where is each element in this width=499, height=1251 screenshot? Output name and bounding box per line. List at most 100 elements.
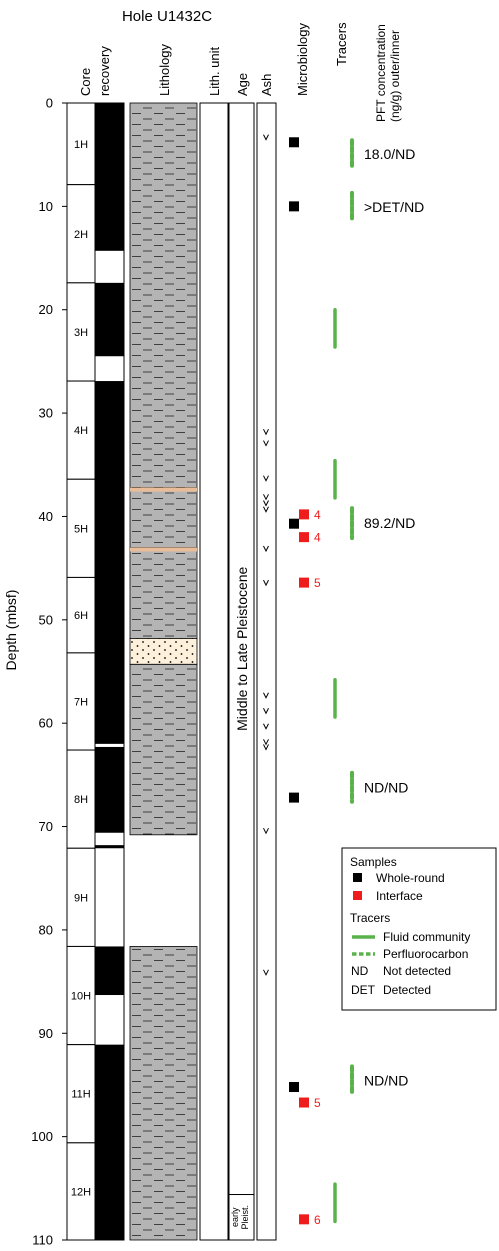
- core-label: 7H: [74, 696, 88, 708]
- ash-column: [256, 102, 277, 1241]
- core-label: 6H: [74, 610, 88, 622]
- recovery-interval: [95, 282, 124, 357]
- recovery-interval: [95, 845, 124, 849]
- age-interval: [228, 1194, 255, 1241]
- interface-sample: [299, 1214, 309, 1225]
- interface-sample: [299, 532, 309, 543]
- core-header: Core: [78, 68, 93, 96]
- recovery-column: [94, 102, 125, 1241]
- pft-concentration-label: 89.2/ND: [364, 515, 415, 531]
- microbiology-column: 4 4 5 5 6: [289, 137, 321, 1227]
- core-label: 9H: [74, 892, 88, 904]
- ash-mark: [263, 739, 269, 746]
- interface-sample-label: 5: [314, 576, 321, 590]
- ash-mark: [263, 723, 269, 730]
- core-box: [66, 652, 96, 751]
- ash-mark: [263, 579, 269, 587]
- interface-sample-label: 5: [314, 1096, 321, 1110]
- legend-nd-abbr: ND: [351, 964, 369, 978]
- depth-tick-label: 110: [32, 1233, 53, 1248]
- interface-sample: [299, 577, 309, 588]
- whole-round-sample: [289, 792, 299, 803]
- recovery-interval: [95, 746, 124, 833]
- depth-tick-label: 80: [39, 922, 53, 937]
- core-column: 1H 2H 3H 4H 5H 6H 7H 8H 9H 10H 11H 12H: [66, 102, 96, 1241]
- legend-whole-round-swatch: [353, 873, 362, 882]
- pft-concentration-label: ND/ND: [364, 779, 408, 795]
- depth-tick-label: 20: [39, 302, 53, 317]
- ash-mark: [263, 708, 269, 715]
- interface-sample-label: 4: [314, 531, 321, 545]
- depth-tick-label: 30: [39, 406, 53, 421]
- core-label: 11H: [71, 1089, 90, 1101]
- age-header: Age: [235, 73, 250, 96]
- legend-det-label: Detected: [383, 983, 431, 997]
- ash-mark: [263, 134, 269, 141]
- pft-concentration-label: ND/ND: [364, 1072, 408, 1088]
- ash-mark: [263, 506, 269, 513]
- lithology-ash-layer: [130, 487, 197, 492]
- depth-tick-label: 90: [39, 1026, 53, 1041]
- recovery-interval: [95, 103, 124, 251]
- depth-axis-ticks: 0 10 20 30 40 50 60 70 80 90 100 110: [31, 96, 68, 1248]
- core-box: [66, 1044, 96, 1144]
- legend-interface-label: Interface: [376, 889, 423, 903]
- interface-sample-label: 4: [314, 508, 321, 522]
- lithology-ash-layer: [130, 547, 197, 552]
- lithology-header: Lithology: [157, 43, 172, 96]
- ash-mark: [263, 428, 269, 436]
- recovery-header: recovery: [97, 46, 112, 96]
- depth-tick-label: 100: [31, 1129, 53, 1144]
- tracers-column: 18.0/ND >DET/ND 89.2/ND ND/ND ND/ND: [333, 138, 424, 1224]
- recovery-interval: [95, 381, 124, 744]
- lithology-mud-interval: [129, 102, 198, 639]
- core-label: 10H: [71, 991, 91, 1003]
- lithology-mud-interval: [129, 663, 198, 836]
- interface-sample-label: 6: [314, 1213, 321, 1227]
- ash-header: Ash: [259, 74, 274, 96]
- lith-unit-column: I: [199, 102, 243, 1241]
- age-label: early: [230, 1207, 240, 1227]
- lithology-column: [129, 102, 198, 1241]
- legend-whole-round-label: Whole-round: [376, 871, 445, 885]
- legend-interface-swatch: [353, 891, 362, 900]
- age-label-line2: Pleist.: [240, 1205, 250, 1230]
- lithology-sand-interval: [129, 638, 198, 665]
- legend-nd-label: Not detected: [383, 964, 451, 978]
- ash-mark: [263, 744, 269, 751]
- ash-mark: [263, 692, 269, 699]
- core-label: 1H: [74, 139, 88, 151]
- ash-mark: [263, 969, 269, 976]
- depth-tick-label: 0: [46, 96, 53, 111]
- depth-tick-label: 40: [39, 509, 53, 524]
- recovery-interval: [95, 1044, 124, 1240]
- pft-header-line1: PFT concentration: [374, 24, 388, 122]
- whole-round-sample: [289, 137, 299, 148]
- ash-mark: [263, 500, 269, 507]
- legend-pft-label: Perfluorocarbon: [383, 947, 468, 961]
- core-box: [66, 847, 96, 947]
- whole-round-sample: [289, 1082, 299, 1093]
- core-box: [66, 282, 96, 382]
- whole-round-sample: [289, 518, 299, 529]
- legend-tracers-title: Tracers: [350, 911, 390, 925]
- core-label: 8H: [74, 794, 88, 806]
- core-label: 12H: [71, 1186, 91, 1198]
- ash-mark: [263, 545, 269, 553]
- core-label: 2H: [74, 229, 88, 241]
- pft-concentration-label: >DET/ND: [364, 199, 424, 215]
- ash-mark: [263, 440, 269, 447]
- lith-unit-header: Lith. unit: [207, 46, 222, 96]
- legend-fluid-label: Fluid community: [383, 930, 470, 944]
- ash-mark: [263, 475, 269, 482]
- whole-round-sample: [289, 201, 299, 212]
- depth-tick-label: 50: [39, 612, 53, 627]
- age-interval: [228, 102, 255, 1196]
- core-label: 5H: [74, 523, 88, 535]
- depth-axis-label: Depth (mbsf): [3, 590, 19, 671]
- depth-tick-label: 60: [39, 716, 53, 731]
- pft-concentration-label: 18.0/ND: [364, 146, 415, 162]
- ash-mark: [263, 827, 269, 835]
- figure-title: Hole U1432C: [122, 8, 212, 25]
